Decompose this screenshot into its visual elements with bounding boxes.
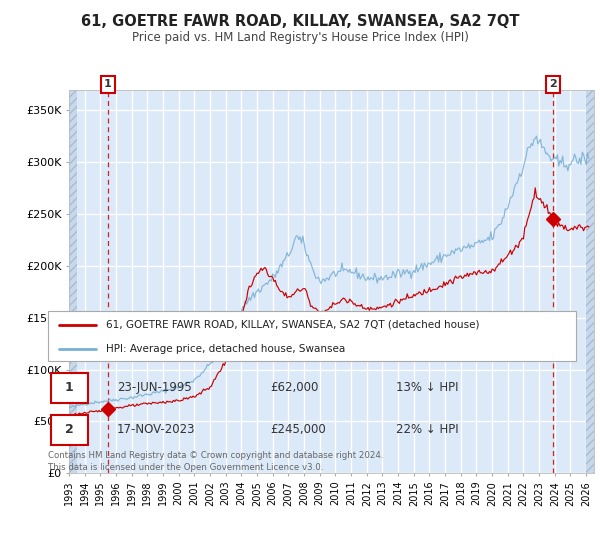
Text: Price paid vs. HM Land Registry's House Price Index (HPI): Price paid vs. HM Land Registry's House …	[131, 31, 469, 44]
Text: 23-JUN-1995: 23-JUN-1995	[116, 381, 191, 394]
Text: 61, GOETRE FAWR ROAD, KILLAY, SWANSEA, SA2 7QT: 61, GOETRE FAWR ROAD, KILLAY, SWANSEA, S…	[81, 14, 519, 29]
Text: 1: 1	[104, 79, 112, 89]
Text: 2: 2	[549, 79, 557, 89]
FancyBboxPatch shape	[50, 414, 88, 445]
Text: Contains HM Land Registry data © Crown copyright and database right 2024.
This d: Contains HM Land Registry data © Crown c…	[48, 451, 383, 472]
Text: 61, GOETRE FAWR ROAD, KILLAY, SWANSEA, SA2 7QT (detached house): 61, GOETRE FAWR ROAD, KILLAY, SWANSEA, S…	[106, 320, 479, 330]
FancyBboxPatch shape	[50, 372, 88, 403]
Text: 1: 1	[65, 381, 73, 394]
Text: 13% ↓ HPI: 13% ↓ HPI	[397, 381, 459, 394]
Text: 17-NOV-2023: 17-NOV-2023	[116, 423, 195, 436]
Text: £245,000: £245,000	[270, 423, 326, 436]
Text: 22% ↓ HPI: 22% ↓ HPI	[397, 423, 459, 436]
Text: HPI: Average price, detached house, Swansea: HPI: Average price, detached house, Swan…	[106, 344, 346, 353]
Text: 2: 2	[65, 423, 73, 436]
Text: £62,000: £62,000	[270, 381, 318, 394]
